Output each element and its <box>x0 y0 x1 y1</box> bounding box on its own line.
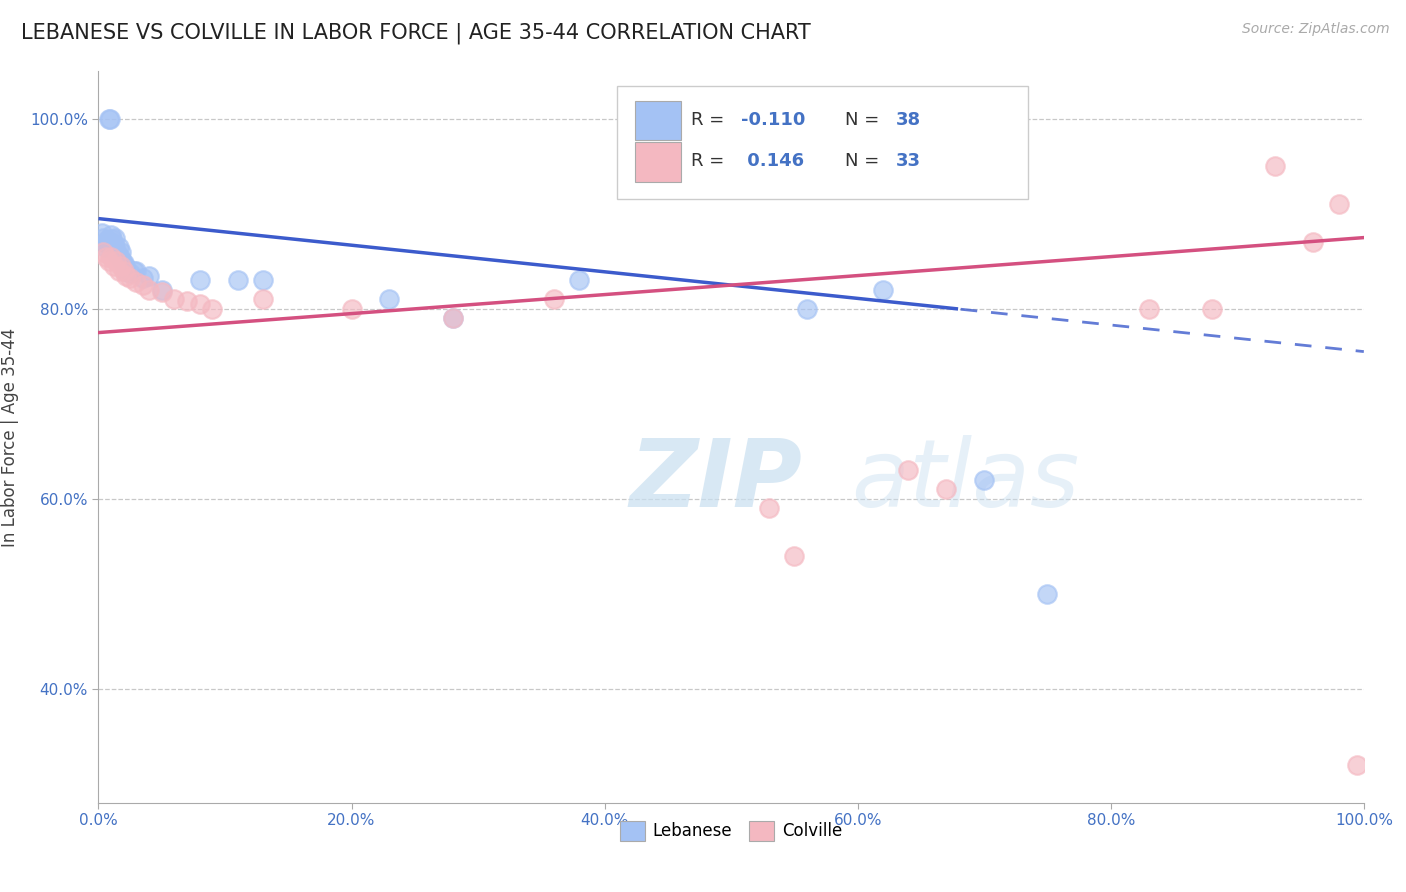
Point <box>93 230 115 244</box>
Text: 0.146: 0.146 <box>741 153 804 170</box>
Text: R =: R = <box>690 111 730 128</box>
Point <box>1302 235 1324 250</box>
Point <box>107 246 129 260</box>
Point <box>188 297 211 311</box>
Point <box>104 230 127 244</box>
FancyBboxPatch shape <box>636 101 681 140</box>
Point <box>97 254 120 268</box>
Point <box>91 226 114 240</box>
Point <box>138 268 160 283</box>
Point <box>935 483 957 497</box>
Point <box>93 240 117 254</box>
Point <box>872 283 894 297</box>
Point <box>188 273 211 287</box>
Point <box>252 273 274 287</box>
Text: 33: 33 <box>896 153 921 170</box>
Point <box>115 268 138 283</box>
Point <box>107 264 129 278</box>
Point <box>163 293 186 307</box>
Point <box>120 266 141 280</box>
Text: Source: ZipAtlas.com: Source: ZipAtlas.com <box>1241 22 1389 37</box>
Text: ZIP: ZIP <box>630 435 803 527</box>
Point <box>108 250 131 264</box>
Point <box>138 283 160 297</box>
Point <box>1327 197 1350 211</box>
Point <box>1036 587 1059 601</box>
Text: N =: N = <box>845 153 884 170</box>
Point <box>543 293 565 307</box>
Point <box>110 259 132 273</box>
Point <box>96 234 118 248</box>
Point <box>132 271 155 285</box>
Point <box>103 259 125 273</box>
Point <box>110 244 132 259</box>
Point <box>132 278 155 293</box>
Point <box>125 275 148 289</box>
Point <box>783 549 806 563</box>
Point <box>568 273 591 287</box>
Point <box>120 271 141 285</box>
Point <box>796 301 818 316</box>
Point <box>226 273 249 287</box>
Point <box>176 294 198 309</box>
Point <box>97 112 120 126</box>
Point <box>98 112 121 126</box>
Point <box>378 293 401 307</box>
Text: R =: R = <box>690 153 730 170</box>
Text: 38: 38 <box>896 111 921 128</box>
Point <box>441 311 464 326</box>
Point <box>973 473 995 487</box>
Point <box>115 264 138 278</box>
Point <box>94 235 117 250</box>
Point <box>150 285 173 299</box>
Text: N =: N = <box>845 111 884 128</box>
Point <box>112 256 135 270</box>
Point <box>100 227 122 242</box>
Point <box>150 283 173 297</box>
Point <box>101 232 124 246</box>
Point <box>107 240 129 254</box>
Point <box>114 259 136 273</box>
Point <box>1264 159 1286 173</box>
Point <box>201 301 224 316</box>
Legend: Lebanese, Colville: Lebanese, Colville <box>612 813 851 849</box>
Point <box>1347 757 1369 772</box>
Point <box>96 237 118 252</box>
Point <box>105 243 128 257</box>
Text: -0.110: -0.110 <box>741 111 806 128</box>
Point <box>758 501 780 516</box>
FancyBboxPatch shape <box>617 86 1028 200</box>
Point <box>112 264 135 278</box>
Point <box>897 463 920 477</box>
Point <box>125 264 148 278</box>
Text: atlas: atlas <box>851 435 1080 526</box>
Point <box>100 250 122 264</box>
Point <box>1201 301 1223 316</box>
Point <box>105 254 128 268</box>
Point <box>1137 301 1160 316</box>
Point <box>252 293 274 307</box>
Point <box>122 264 145 278</box>
Point <box>103 237 125 252</box>
Y-axis label: In Labor Force | Age 35-44: In Labor Force | Age 35-44 <box>1 327 18 547</box>
Point <box>340 301 363 316</box>
Point <box>94 250 117 264</box>
Point <box>100 235 122 250</box>
Point <box>441 311 464 326</box>
Text: LEBANESE VS COLVILLE IN LABOR FORCE | AGE 35-44 CORRELATION CHART: LEBANESE VS COLVILLE IN LABOR FORCE | AG… <box>21 22 811 44</box>
FancyBboxPatch shape <box>636 143 681 182</box>
Point <box>93 244 115 259</box>
Point <box>111 254 134 268</box>
